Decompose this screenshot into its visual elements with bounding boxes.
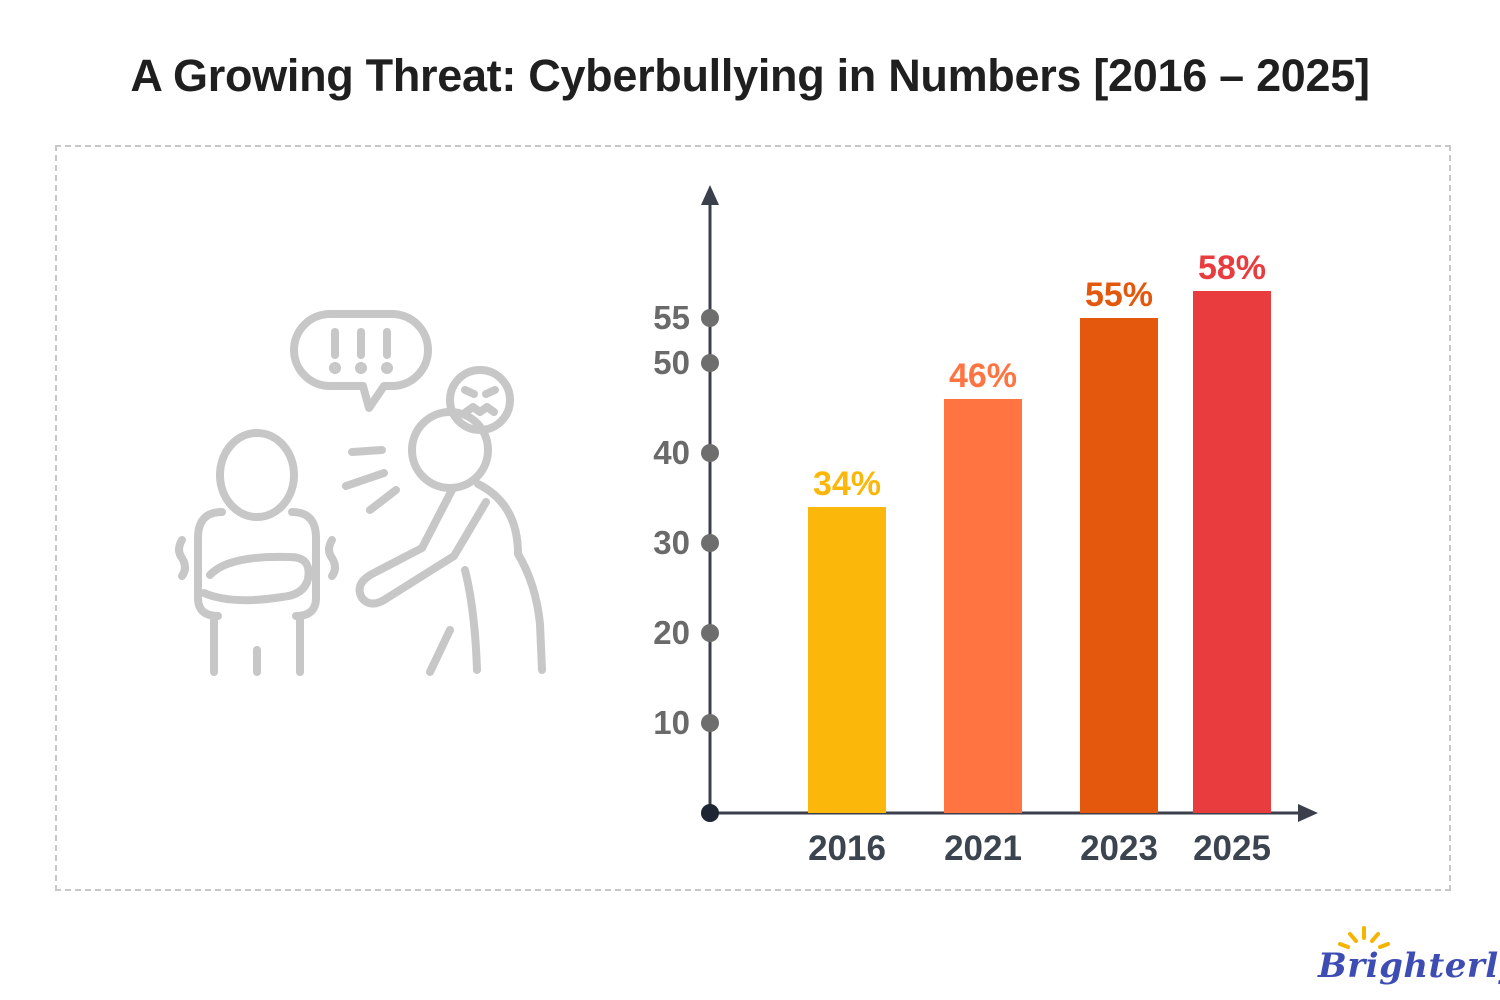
chart-title: A Growing Threat: Cyberbullying in Numbe…: [130, 50, 1370, 101]
bullying-people-icon: [175, 310, 546, 676]
y-axis-arrow-icon: [701, 185, 719, 205]
y-tick-dot: [701, 534, 719, 552]
chart-frame: [55, 145, 1451, 891]
y-tick-label: 40: [653, 434, 690, 471]
x-tick-label: 2023: [1080, 829, 1158, 868]
y-tick-dot: [701, 624, 719, 642]
y-tick-label: 20: [653, 614, 690, 651]
bar-value-label: 58%: [1198, 249, 1266, 287]
bar-2016: [808, 507, 886, 813]
bar-value-label: 46%: [949, 357, 1017, 395]
origin-dot: [701, 804, 719, 822]
x-tick-label: 2016: [808, 829, 886, 868]
victim-figure-icon: [175, 429, 339, 676]
x-tick-label: 2021: [944, 829, 1022, 868]
bar-2021: [944, 399, 1022, 813]
brighterly-logo: Brighterly: [1314, 920, 1500, 990]
x-tick-label: 2025: [1193, 829, 1271, 868]
y-tick-label: 30: [653, 524, 690, 561]
y-tick-label: 55: [653, 299, 690, 336]
bar-2025: [1193, 291, 1271, 813]
bar-value-label: 55%: [1085, 276, 1153, 314]
x-axis-arrow-icon: [1298, 804, 1318, 822]
y-tick-dot: [701, 444, 719, 462]
bar-2023: [1080, 318, 1158, 813]
y-tick-dot: [701, 354, 719, 372]
y-tick-dot: [701, 714, 719, 732]
bully-figure-icon: [355, 408, 546, 676]
y-tick-label: 50: [653, 344, 690, 381]
y-tick-label: 10: [653, 704, 690, 741]
speech-bubble-icon: [290, 310, 432, 412]
y-tick-dot: [701, 309, 719, 327]
exclamation-icon: [329, 328, 393, 374]
sun-icon: [1338, 926, 1390, 949]
logo-text: Brighterly: [1318, 946, 1500, 986]
bar-value-label: 34%: [813, 465, 881, 503]
